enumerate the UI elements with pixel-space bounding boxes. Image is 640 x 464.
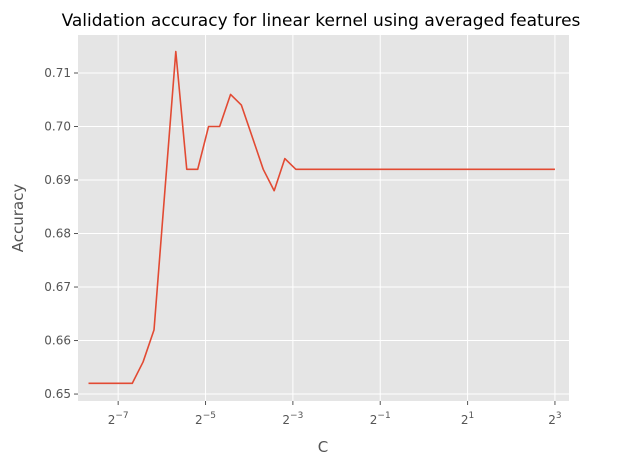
grid xyxy=(78,35,569,401)
x-tick-label: 2−1 xyxy=(370,411,391,427)
y-tick-label: 0.71 xyxy=(44,66,71,80)
x-tick-label: 2−3 xyxy=(282,411,303,427)
x-tick-label: 23 xyxy=(548,411,561,427)
x-tick-label: 21 xyxy=(461,411,474,427)
y-tick-label: 0.70 xyxy=(44,120,71,134)
y-tick-label: 0.68 xyxy=(44,227,71,241)
chart-title: Validation accuracy for linear kernel us… xyxy=(62,11,581,31)
x-tick-label: 2−7 xyxy=(108,411,129,427)
y-tick-label: 0.65 xyxy=(44,387,71,401)
series-group xyxy=(88,50,555,385)
y-tick-label: 0.67 xyxy=(44,280,71,294)
y-tick-label: 0.66 xyxy=(44,334,71,348)
series-line xyxy=(88,50,555,385)
x-tick-label: 2−5 xyxy=(195,411,216,427)
x-axis-ticks: 2−7 2−5 2−3 2−1 21 23 xyxy=(108,401,562,427)
y-axis-ticks: 0.65 0.66 0.67 0.68 0.69 0.70 0.71 xyxy=(44,66,78,401)
x-axis-label: C xyxy=(318,438,328,456)
plot-area xyxy=(78,35,569,401)
y-tick-label: 0.69 xyxy=(44,173,71,187)
y-axis-label: Accuracy xyxy=(9,184,27,253)
